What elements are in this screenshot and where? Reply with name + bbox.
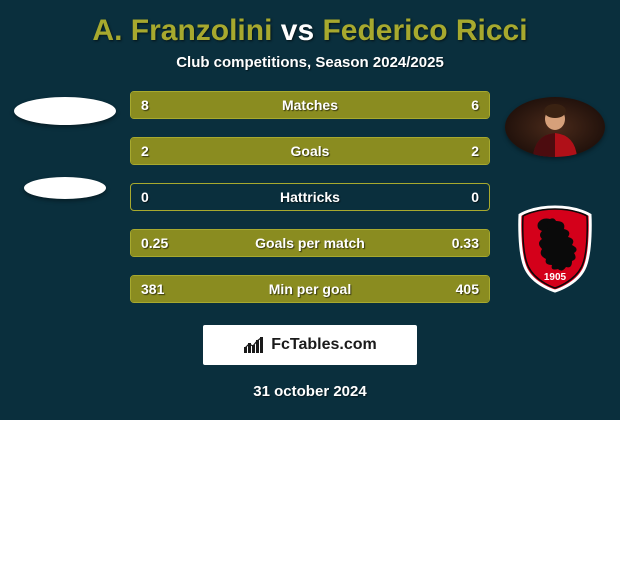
- stat-label: Goals: [131, 143, 489, 159]
- stats-column: 8Matches6 2Goals2 0Hattricks0 0.25Goals per…: [126, 91, 494, 303]
- stat-right-value: 0: [461, 189, 489, 205]
- watermark-text: FcTables.com: [271, 336, 377, 354]
- comparison-card: A. Franzolini vs Federico Ricci Club com…: [0, 0, 620, 420]
- page-title: A. Franzolini vs Federico Ricci: [0, 0, 620, 54]
- stat-bar: 8Matches6: [130, 91, 490, 119]
- comparison-body: 8Matches6 2Goals2 0Hattricks0 0.25Goals per…: [0, 91, 620, 303]
- right-side-column: 1905: [494, 91, 616, 293]
- watermark-badge[interactable]: FcTables.com: [203, 325, 417, 365]
- stat-label: Matches: [131, 97, 489, 113]
- bars-icon: [243, 336, 265, 354]
- title-player1: A. Franzolini: [92, 14, 280, 47]
- title-vs: vs: [281, 14, 314, 47]
- player2-photo: [505, 97, 605, 157]
- crest-year: 1905: [544, 272, 567, 283]
- player-photo-icon: [505, 97, 605, 157]
- stat-label: Goals per match: [131, 235, 489, 251]
- stat-right-value: 405: [446, 281, 489, 297]
- title-player2: Federico Ricci: [314, 14, 527, 47]
- stat-right-value: 2: [461, 143, 489, 159]
- stat-right-value: 6: [461, 97, 489, 113]
- left-side-column: [4, 91, 126, 199]
- stat-bar: 0Hattricks0: [130, 183, 490, 211]
- stat-right-value: 0.33: [442, 235, 489, 251]
- date-text: 31 october 2024: [0, 383, 620, 400]
- stat-label: Hattricks: [131, 189, 489, 205]
- subtitle: Club competitions, Season 2024/2025: [0, 54, 620, 91]
- player1-club-placeholder: [24, 177, 106, 199]
- stat-label: Min per goal: [131, 281, 489, 297]
- stat-bar: 2Goals2: [130, 137, 490, 165]
- club-crest-perugia: 1905: [512, 203, 598, 293]
- stat-bar: 381Min per goal405: [130, 275, 490, 303]
- stat-bar: 0.25Goals per match0.33: [130, 229, 490, 257]
- player1-photo-placeholder: [14, 97, 116, 125]
